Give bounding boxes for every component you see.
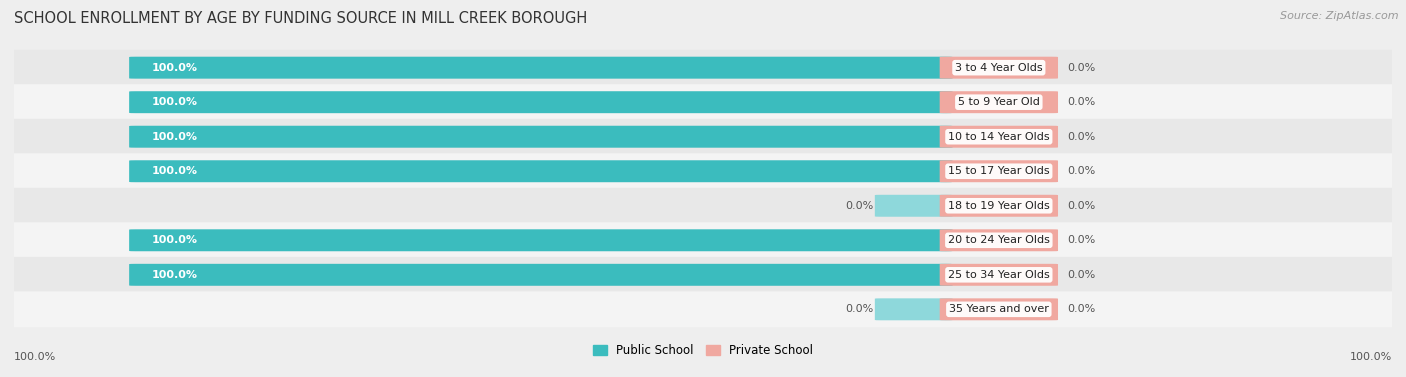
Text: 100.0%: 100.0% — [152, 270, 198, 280]
FancyBboxPatch shape — [129, 57, 953, 79]
Text: 0.0%: 0.0% — [1067, 166, 1097, 176]
Legend: Public School, Private School: Public School, Private School — [589, 340, 817, 360]
FancyBboxPatch shape — [939, 195, 1057, 217]
Text: 18 to 19 Year Olds: 18 to 19 Year Olds — [948, 201, 1050, 211]
Text: 15 to 17 Year Olds: 15 to 17 Year Olds — [948, 166, 1050, 176]
Text: 35 Years and over: 35 Years and over — [949, 304, 1049, 314]
Text: 10 to 14 Year Olds: 10 to 14 Year Olds — [948, 132, 1050, 142]
Text: 100.0%: 100.0% — [152, 132, 198, 142]
FancyBboxPatch shape — [129, 91, 953, 113]
FancyBboxPatch shape — [0, 50, 1406, 86]
FancyBboxPatch shape — [129, 264, 953, 286]
FancyBboxPatch shape — [939, 126, 1057, 148]
Text: 0.0%: 0.0% — [845, 201, 873, 211]
Text: 100.0%: 100.0% — [152, 97, 198, 107]
FancyBboxPatch shape — [939, 160, 1057, 182]
FancyBboxPatch shape — [939, 57, 1057, 79]
Text: SCHOOL ENROLLMENT BY AGE BY FUNDING SOURCE IN MILL CREEK BOROUGH: SCHOOL ENROLLMENT BY AGE BY FUNDING SOUR… — [14, 11, 588, 26]
FancyBboxPatch shape — [939, 91, 1057, 113]
Text: 0.0%: 0.0% — [1067, 97, 1097, 107]
Text: 0.0%: 0.0% — [1067, 201, 1097, 211]
Text: 5 to 9 Year Old: 5 to 9 Year Old — [957, 97, 1040, 107]
FancyBboxPatch shape — [129, 229, 953, 251]
FancyBboxPatch shape — [0, 257, 1406, 293]
Text: 3 to 4 Year Olds: 3 to 4 Year Olds — [955, 63, 1043, 73]
Text: 0.0%: 0.0% — [1067, 63, 1097, 73]
Text: 0.0%: 0.0% — [1067, 132, 1097, 142]
Text: 100.0%: 100.0% — [152, 63, 198, 73]
Text: 100.0%: 100.0% — [152, 166, 198, 176]
FancyBboxPatch shape — [129, 160, 953, 182]
FancyBboxPatch shape — [875, 195, 953, 217]
FancyBboxPatch shape — [129, 126, 953, 148]
Text: 100.0%: 100.0% — [14, 352, 56, 362]
FancyBboxPatch shape — [0, 84, 1406, 120]
FancyBboxPatch shape — [0, 119, 1406, 155]
Text: 0.0%: 0.0% — [1067, 304, 1097, 314]
Text: Source: ZipAtlas.com: Source: ZipAtlas.com — [1281, 11, 1399, 21]
Text: 100.0%: 100.0% — [152, 235, 198, 245]
FancyBboxPatch shape — [0, 291, 1406, 327]
Text: 0.0%: 0.0% — [1067, 235, 1097, 245]
Text: 0.0%: 0.0% — [845, 304, 873, 314]
Text: 100.0%: 100.0% — [1350, 352, 1392, 362]
FancyBboxPatch shape — [0, 222, 1406, 258]
FancyBboxPatch shape — [939, 229, 1057, 251]
Text: 20 to 24 Year Olds: 20 to 24 Year Olds — [948, 235, 1050, 245]
FancyBboxPatch shape — [939, 264, 1057, 286]
Text: 0.0%: 0.0% — [1067, 270, 1097, 280]
FancyBboxPatch shape — [939, 298, 1057, 320]
Text: 25 to 34 Year Olds: 25 to 34 Year Olds — [948, 270, 1050, 280]
FancyBboxPatch shape — [875, 298, 953, 320]
FancyBboxPatch shape — [0, 153, 1406, 189]
FancyBboxPatch shape — [0, 188, 1406, 224]
